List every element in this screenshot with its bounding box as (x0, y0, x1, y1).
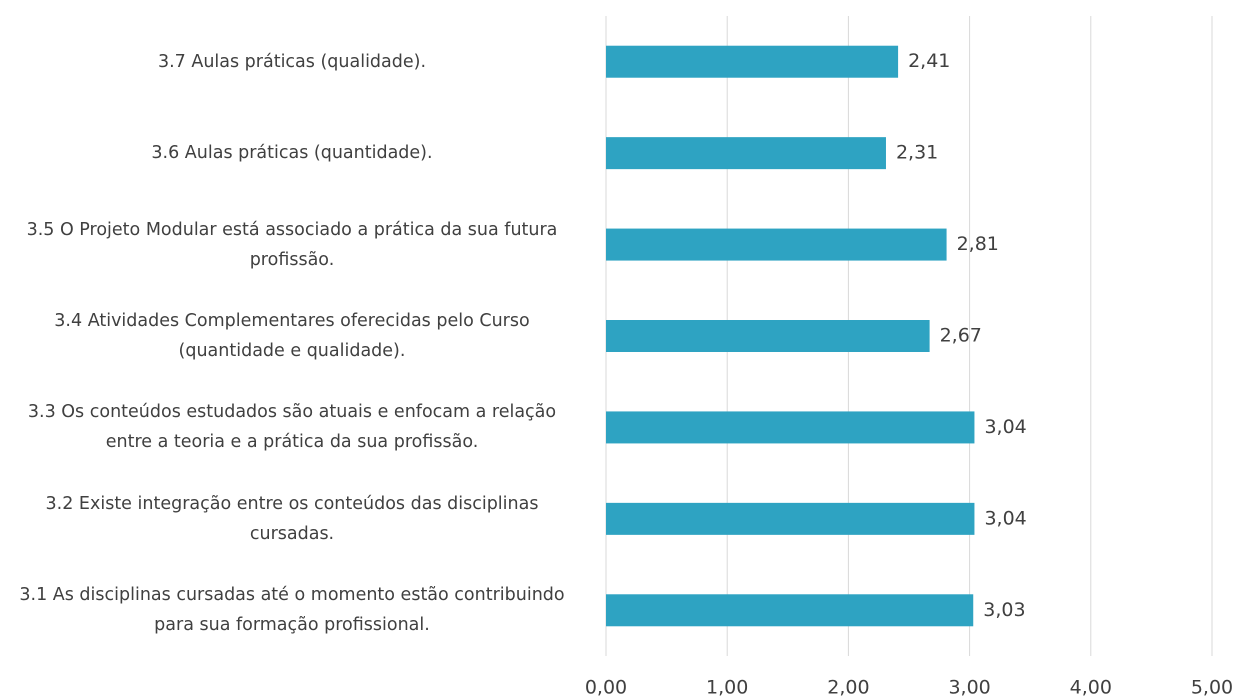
bar (606, 502, 975, 535)
x-tick-label: 1,00 (706, 677, 748, 697)
y-tick-label: 3.3 Os conteúdos estudados são atuais e … (27, 402, 557, 453)
y-tick-label: 3.6 Aulas práticas (quantidade). (151, 143, 433, 164)
bar (606, 137, 886, 170)
value-label: 3,04 (984, 507, 1026, 529)
value-label: 2,41 (908, 50, 950, 72)
bar (606, 411, 975, 444)
y-tick-label: 3.1 As disciplinas cursadas até o moment… (19, 585, 565, 636)
x-tick-label: 2,00 (827, 677, 869, 697)
y-tick-label: 3.2 Existe integração entre os conteúdos… (45, 493, 539, 544)
bar (606, 45, 899, 78)
value-label: 3,03 (983, 599, 1025, 621)
x-tick-label: 4,00 (1070, 677, 1112, 697)
bar (606, 594, 974, 627)
y-tick-label: 3.5 O Projeto Modular está associado a p… (26, 219, 558, 270)
value-label: 3,04 (984, 416, 1026, 438)
x-tick-label: 0,00 (585, 677, 627, 697)
value-label: 2,31 (896, 142, 938, 164)
bar (606, 320, 930, 352)
y-tick-label: 3.7 Aulas práticas (qualidade). (157, 51, 427, 72)
value-label: 2,67 (940, 325, 982, 347)
x-tick-label: 3,00 (948, 677, 990, 697)
y-tick-label: 3.4 Atividades Complementares oferecidas… (54, 311, 530, 361)
bar (606, 228, 947, 261)
value-label: 2,81 (957, 233, 999, 255)
x-tick-label: 5,00 (1191, 677, 1233, 697)
